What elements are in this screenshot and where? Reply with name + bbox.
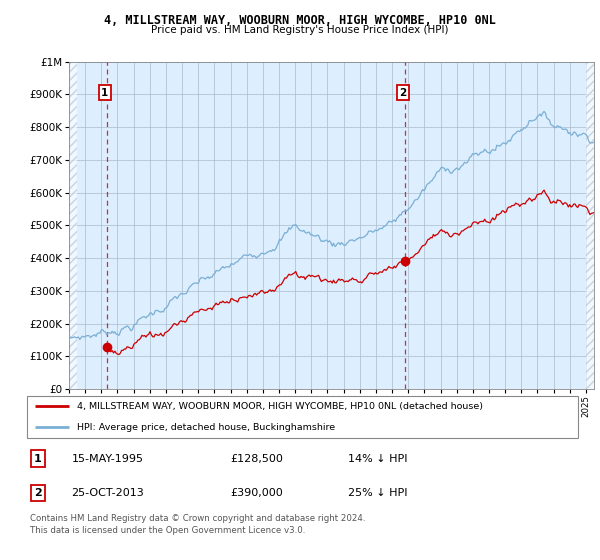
Text: Price paid vs. HM Land Registry's House Price Index (HPI): Price paid vs. HM Land Registry's House … bbox=[151, 25, 449, 35]
Text: HPI: Average price, detached house, Buckinghamshire: HPI: Average price, detached house, Buck… bbox=[77, 423, 335, 432]
Text: 2: 2 bbox=[399, 88, 406, 98]
Text: 14% ↓ HPI: 14% ↓ HPI bbox=[347, 454, 407, 464]
Bar bbox=[586, 62, 600, 389]
Bar bbox=[69, 62, 77, 389]
FancyBboxPatch shape bbox=[27, 395, 578, 438]
Text: 1: 1 bbox=[34, 454, 42, 464]
Text: 15-MAY-1995: 15-MAY-1995 bbox=[71, 454, 143, 464]
Text: 4, MILLSTREAM WAY, WOOBURN MOOR, HIGH WYCOMBE, HP10 0NL: 4, MILLSTREAM WAY, WOOBURN MOOR, HIGH WY… bbox=[104, 14, 496, 27]
Text: 1: 1 bbox=[101, 88, 109, 98]
Text: 25% ↓ HPI: 25% ↓ HPI bbox=[347, 488, 407, 498]
Text: £128,500: £128,500 bbox=[230, 454, 283, 464]
Text: 2: 2 bbox=[34, 488, 42, 498]
Text: 4, MILLSTREAM WAY, WOOBURN MOOR, HIGH WYCOMBE, HP10 0NL (detached house): 4, MILLSTREAM WAY, WOOBURN MOOR, HIGH WY… bbox=[77, 402, 483, 410]
Text: Contains HM Land Registry data © Crown copyright and database right 2024.
This d: Contains HM Land Registry data © Crown c… bbox=[30, 514, 365, 535]
Text: 25-OCT-2013: 25-OCT-2013 bbox=[71, 488, 144, 498]
Text: £390,000: £390,000 bbox=[230, 488, 283, 498]
